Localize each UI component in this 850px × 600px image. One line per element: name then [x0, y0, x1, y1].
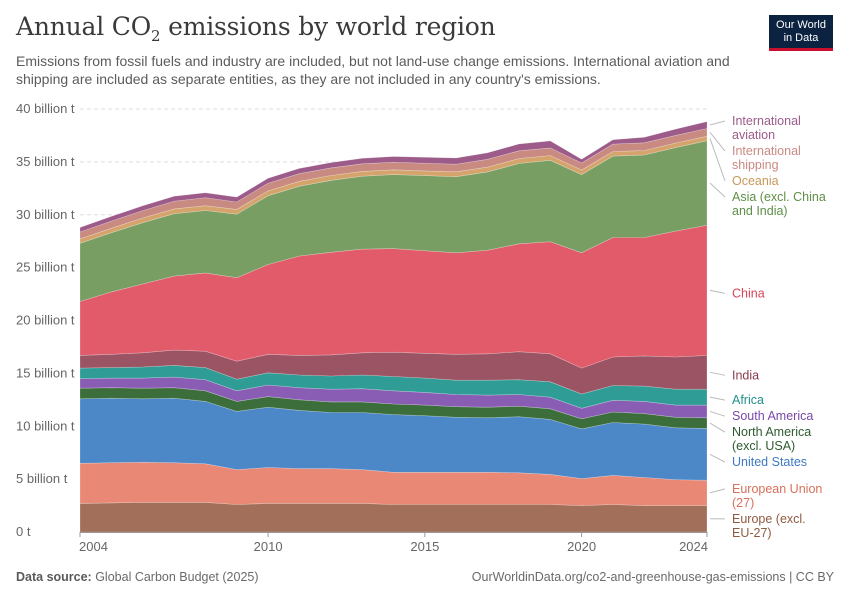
legend-china: China	[709, 286, 765, 300]
legend-label: European Union	[732, 482, 822, 496]
area-europe-excl-eu-27-	[79, 502, 708, 533]
y-tick-label: 0 t	[16, 524, 31, 539]
legend-connector	[709, 120, 726, 126]
legend-connector	[709, 289, 726, 294]
x-tick-label: 2015	[410, 539, 439, 554]
legend-label: International	[732, 114, 801, 128]
stacked-area-chart: 0 t 5 billion t 10 billion t 15 billion t 20…	[16, 101, 826, 554]
source-url[interactable]: OurWorldinData.org/co2-and-greenhouse-ga…	[471, 570, 834, 584]
legend-south-america: South America	[709, 409, 813, 423]
y-tick-label: 5 billion t	[16, 471, 68, 486]
legend-label: Europe (excl.	[732, 512, 806, 526]
legend-label: United States	[732, 455, 807, 469]
y-tick-label: 30 billion t	[16, 207, 75, 222]
legend-european-union-27-: European Union(27)	[709, 482, 822, 510]
legend: InternationalaviationInternationalshippi…	[709, 114, 826, 540]
legend-africa: Africa	[709, 393, 764, 407]
legend-connector	[709, 410, 726, 417]
legend-label: Asia (excl. China	[732, 190, 826, 204]
legend-connector	[709, 396, 726, 401]
legend-label: Oceania	[732, 174, 779, 188]
legend-india: India	[709, 368, 759, 382]
chart-subtitle: Emissions from fossil fuels and industry…	[16, 53, 730, 87]
area-international-aviation	[79, 121, 708, 233]
y-tick-label: 25 billion t	[16, 260, 75, 275]
x-tick-label: 2010	[254, 539, 283, 554]
axes: 0 t 5 billion t 10 billion t 15 billion t 20…	[16, 101, 708, 554]
legend-connector	[709, 132, 726, 152]
legend-label: shipping	[732, 158, 779, 172]
logo-line-1: Our World	[776, 19, 826, 31]
legend-connector	[709, 182, 726, 198]
legend-label: (excl. USA)	[732, 439, 795, 453]
chart-title: Annual CO2 emissions by world region	[16, 12, 496, 45]
source-label: Data source:	[16, 570, 92, 584]
y-tick-label: 40 billion t	[16, 101, 75, 116]
y-tick-label: 15 billion t	[16, 365, 75, 380]
legend-label: China	[732, 286, 765, 300]
legend-united-states: United States	[709, 453, 807, 469]
legend-label: (27)	[732, 496, 754, 510]
y-tick-label: 35 billion t	[16, 154, 75, 169]
legend-label: EU-27)	[732, 526, 772, 540]
legend-connector	[709, 371, 726, 376]
legend-label: India	[732, 368, 759, 382]
x-tick-label: 2004	[79, 539, 108, 554]
legend-label: Africa	[732, 393, 764, 407]
legend-europe-excl-eu-27-: Europe (excl.EU-27)	[709, 512, 806, 540]
owid-logo[interactable]: Our World in Data	[769, 15, 833, 51]
legend-connector	[709, 488, 726, 494]
legend-connector	[709, 453, 726, 463]
source-value: Global Carbon Budget (2025)	[91, 570, 259, 584]
y-tick-label: 20 billion t	[16, 313, 75, 328]
area-layer	[79, 121, 708, 533]
legend-label: and India)	[732, 204, 788, 218]
x-tick-label: 2020	[567, 539, 596, 554]
title-main: Annual CO	[16, 12, 152, 41]
title-subscript: 2	[151, 27, 161, 45]
legend-connector	[709, 422, 726, 433]
legend-north-america-excl-usa-: North America(excl. USA)	[709, 422, 811, 453]
legend-connector	[709, 138, 726, 182]
y-tick-label: 10 billion t	[16, 418, 75, 433]
logo-line-2: in Data	[783, 32, 819, 44]
x-tick-label: 2024	[679, 539, 708, 554]
legend-label: International	[732, 144, 801, 158]
data-source: Data source: Global Carbon Budget (2025)	[16, 570, 259, 584]
title-rest: emissions by world region	[160, 12, 496, 41]
legend-label: North America	[732, 425, 811, 439]
legend-label: aviation	[732, 128, 775, 142]
legend-oceania: Oceania	[709, 138, 779, 188]
legend-label: South America	[732, 409, 813, 423]
